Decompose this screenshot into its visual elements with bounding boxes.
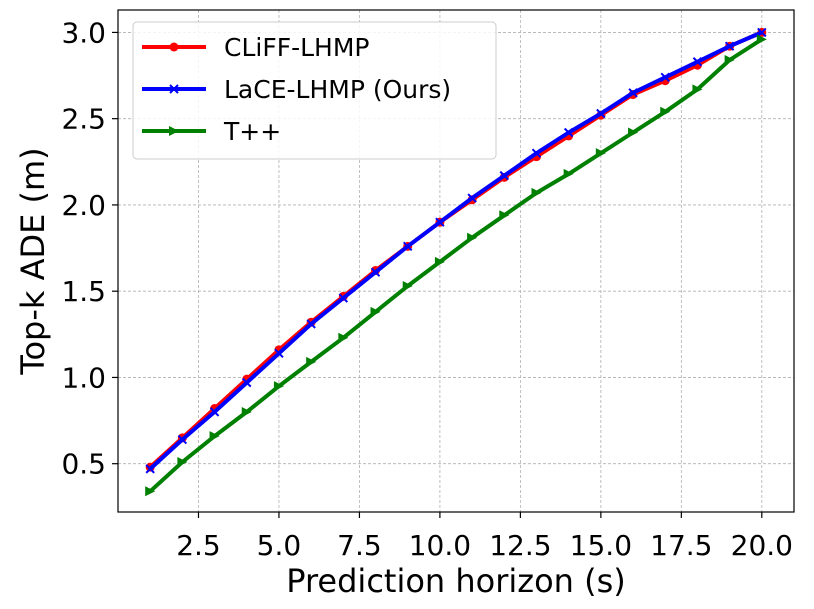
legend-entry: T++ <box>142 117 281 146</box>
series-layer <box>145 27 767 497</box>
data-point <box>403 241 413 252</box>
data-point <box>596 108 606 119</box>
plot-frame <box>117 9 795 513</box>
series-2 <box>145 34 767 497</box>
series-line <box>148 30 763 471</box>
data-point <box>531 148 542 158</box>
y-tick-label: 2.0 <box>61 189 106 222</box>
series-1 <box>145 27 767 474</box>
data-point <box>177 456 188 467</box>
data-point <box>467 193 477 203</box>
series-line <box>148 37 763 493</box>
data-point <box>306 356 317 367</box>
x-tick-label: 17.5 <box>650 529 712 562</box>
legend-label: T++ <box>223 117 281 146</box>
x-axis-label: Prediction horizon (s) <box>286 562 626 600</box>
data-point <box>145 486 156 497</box>
data-point <box>724 55 735 66</box>
data-point <box>434 256 445 267</box>
y-tick-label: 0.5 <box>61 448 106 481</box>
x-tick-label: 5.0 <box>257 529 302 562</box>
data-point <box>692 57 703 67</box>
y-tick-label: 1.5 <box>61 275 106 308</box>
data-point <box>306 319 316 329</box>
legend-label: LaCE-LHMP (Ours) <box>224 75 451 104</box>
legend-label: CLiFF-LHMP <box>224 33 369 62</box>
data-point <box>756 34 767 45</box>
data-point <box>242 377 252 388</box>
data-point <box>169 126 179 136</box>
data-point <box>435 217 445 227</box>
legend-box <box>132 21 497 160</box>
data-point <box>499 210 510 221</box>
data-point <box>499 170 509 181</box>
data-point <box>209 407 220 417</box>
data-point <box>338 332 349 343</box>
data-point <box>692 84 703 95</box>
data-point <box>241 406 252 417</box>
data-point <box>273 381 284 392</box>
data-point <box>531 187 542 198</box>
data-point <box>724 41 735 51</box>
data-point <box>757 27 767 38</box>
y-tick-label: 1.0 <box>61 361 106 394</box>
y-axis: 0.5 1.0 1.5 2.0 2.5 3.0 <box>61 16 118 481</box>
y-tick-label: 3.0 <box>61 16 106 49</box>
legend-entry: LaCE-LHMP (Ours) <box>142 75 451 104</box>
y-axis-label: Top-k ADE (m) <box>14 147 52 375</box>
data-point <box>209 431 220 442</box>
legend: CLiFF-LHMP LaCE-LHMP (Ours) T++ <box>132 21 497 160</box>
data-point <box>563 168 574 179</box>
x-tick-label: 15.0 <box>570 529 632 562</box>
x-tick-label: 7.5 <box>337 529 382 562</box>
data-point <box>274 348 284 358</box>
data-point <box>467 232 478 243</box>
x-tick-label: 12.5 <box>489 529 551 562</box>
x-tick-label: 2.5 <box>176 529 221 562</box>
data-point <box>563 127 574 138</box>
x-axis: 2.5 5.0 7.5 10.0 12.5 15.0 17.5 20.0 <box>176 512 793 562</box>
data-point <box>628 88 638 98</box>
data-point <box>660 106 671 117</box>
data-point <box>370 267 381 277</box>
data-point <box>169 42 179 52</box>
data-point <box>660 72 670 82</box>
legend-entry: CLiFF-LHMP <box>142 33 369 62</box>
data-point <box>595 148 606 159</box>
data-point <box>177 434 188 445</box>
data-point <box>338 293 349 303</box>
y-tick-label: 2.5 <box>61 103 106 136</box>
data-point <box>402 281 413 292</box>
x-tick-label: 10.0 <box>409 529 471 562</box>
data-point <box>628 127 639 138</box>
x-tick-label: 20.0 <box>731 529 793 562</box>
data-point <box>370 306 381 317</box>
data-point <box>145 464 155 474</box>
data-point <box>169 84 179 94</box>
